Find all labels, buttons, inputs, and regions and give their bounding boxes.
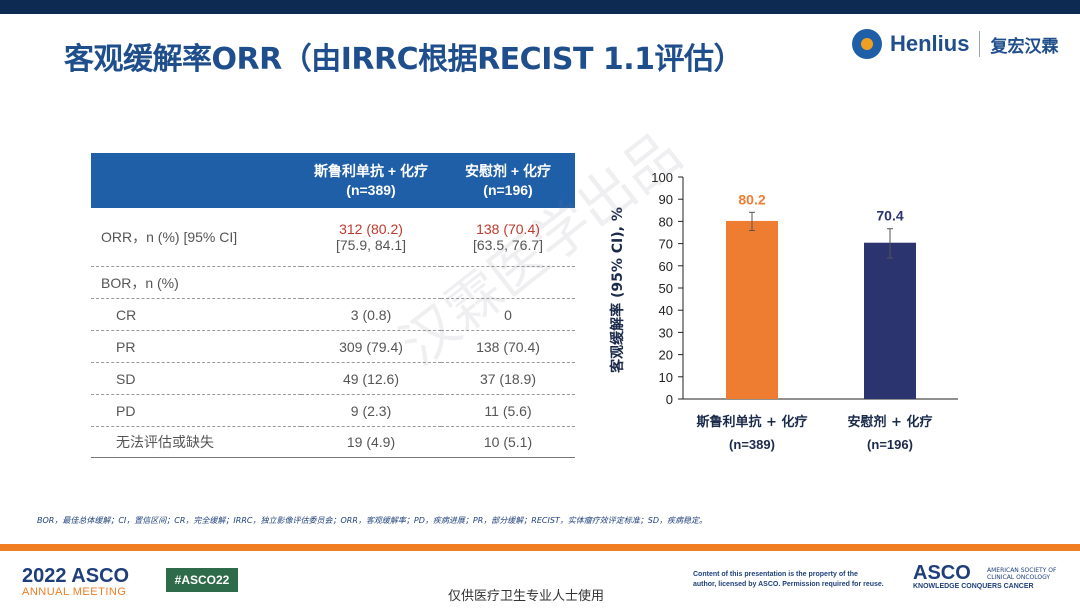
page-title: 客观缓解率ORR（由IRRC根据RECIST 1.1评估） [64, 42, 744, 77]
orr-value-placebo: 138 (70.4) [476, 221, 540, 237]
chart-y-tick-label: 100 [651, 170, 673, 185]
copyright-notice: Content of this presentation is the prop… [693, 570, 884, 590]
chart-y-tick-label: 70 [659, 237, 673, 252]
chart-category-sublabel: (n=389) [729, 437, 775, 452]
cell-ne-placebo: 10 (5.1) [441, 426, 575, 458]
cell-sd-serplulimab: 49 (12.6) [301, 362, 441, 395]
henlius-logo-icon [852, 29, 882, 59]
table-row: CR 3 (0.8) 0 [91, 298, 575, 331]
chart-y-tick-label: 0 [666, 392, 673, 407]
row-label-bor: BOR，n (%) [91, 266, 301, 299]
asco-annual-meeting-logo: 2022 ASCO ANNUAL MEETING [22, 565, 129, 598]
orr-ci-serplulimab: [75.9, 84.1] [335, 237, 407, 253]
chart-y-tick-label: 50 [659, 281, 673, 296]
usage-note: 仅供医疗卫生专业人士使用 [448, 589, 605, 604]
chart-y-tick-label: 30 [659, 325, 673, 340]
asco-year-text: 2022 ASCO ANNUAL MEETING [22, 565, 129, 598]
top-bar [0, 0, 1080, 14]
orr-value-serplulimab: 312 (80.2) [339, 221, 403, 237]
table-header-serplulimab: 斯鲁利单抗 + 化疗 (n=389) [301, 153, 441, 208]
header-col1-line1: 斯鲁利单抗 + 化疗 [314, 162, 428, 179]
table-row: 无法评估或缺失 19 (4.9) 10 (5.1) [91, 426, 575, 458]
header-col2-line2: (n=196) [483, 181, 533, 198]
row-label-cr: CR [91, 298, 301, 331]
cell-orr-placebo: 138 (70.4) [63.5, 76.7] [441, 208, 575, 267]
orr-ci-placebo: [63.5, 76.7] [472, 237, 544, 253]
row-label-pr: PR [91, 330, 301, 363]
footer-orange-bar [0, 544, 1080, 551]
cell-cr-placebo: 0 [441, 298, 575, 331]
table-row: PD 9 (2.3) 11 (5.6) [91, 394, 575, 427]
row-label-sd: SD [91, 362, 301, 395]
cell-pd-placebo: 11 (5.6) [441, 394, 575, 427]
table-row: BOR，n (%) [91, 266, 575, 299]
chart-value-label: 70.4 [876, 208, 903, 224]
cell-ne-serplulimab: 19 (4.9) [301, 426, 441, 458]
cell-pd-serplulimab: 9 (2.3) [301, 394, 441, 427]
row-label-ne: 无法评估或缺失 [91, 426, 301, 458]
table-row: SD 49 (12.6) 37 (18.9) [91, 362, 575, 395]
asco-year: 2022 ASCO [22, 565, 130, 587]
header-col2-line1: 安慰剂 + 化疗 [465, 162, 551, 179]
orr-bar-chart: 0 10 20 30 40 50 60 70 80 90 100 80.2 斯鲁利单抗 + 化疗 (n=3… [651, 170, 958, 452]
logo-divider [979, 31, 981, 57]
cell-pr-serplulimab: 309 (79.4) [301, 330, 441, 363]
chart-y-tick-label: 60 [659, 259, 673, 274]
chart-bar [726, 220, 778, 399]
cell-orr-serplulimab: 312 (80.2) [75.9, 84.1] [301, 208, 441, 267]
table-row: ORR，n (%) [95% CI] 312 (80.2) [75.9, 84.… [91, 208, 575, 267]
table-row: PR 309 (79.4) 138 (70.4) [91, 330, 575, 363]
asco-logo-text: ASCO [913, 562, 971, 584]
hashtag-badge: #ASCO22 [166, 568, 238, 592]
rights-line-2: author, licensed by ASCO. Permission req… [693, 581, 884, 588]
rights-line-1: Content of this presentation is the prop… [693, 571, 858, 578]
chart-category-sublabel: (n=196) [867, 437, 913, 452]
results-table: 斯鲁利单抗 + 化疗 (n=389) 安慰剂 + 化疗 (n=196) ORR，… [91, 153, 575, 458]
chart-category-label: 安慰剂 + 化疗 [848, 414, 933, 430]
row-label-pd: PD [91, 394, 301, 427]
henlius-logo: Henlius 复宏汉霖 [852, 28, 1058, 60]
logo-cn-text: 复宏汉霖 [990, 36, 1059, 57]
chart-y-tick-label: 10 [659, 370, 673, 385]
chart-y-tick-label: 20 [659, 348, 673, 363]
row-label-orr: ORR，n (%) [95% CI] [91, 208, 301, 267]
table-header-placebo: 安慰剂 + 化疗 (n=196) [441, 153, 575, 208]
cell-pr-placebo: 138 (70.4) [441, 330, 575, 363]
logo-en-text: Henlius [890, 31, 970, 56]
chart-value-label: 80.2 [738, 191, 765, 207]
chart-y-tick-label: 80 [659, 214, 673, 229]
asco-society-name: AMERICAN SOCIETY OF CLINICAL ONCOLOGY [987, 567, 1057, 581]
table-header-blank [91, 153, 301, 208]
chart-y-tick-label: 90 [659, 192, 673, 207]
asco-meeting: ANNUAL MEETING [22, 586, 127, 598]
cell-sd-placebo: 37 (18.9) [441, 362, 575, 395]
cell-bor-serplulimab [301, 266, 441, 299]
chart-bar [864, 242, 916, 399]
header-col1-line2: (n=389) [346, 181, 396, 198]
chart-category-label: 斯鲁利单抗 + 化疗 [697, 414, 808, 430]
asco-tagline: KNOWLEDGE CONQUERS CANCER [913, 583, 1034, 590]
table-header-row: 斯鲁利单抗 + 化疗 (n=389) 安慰剂 + 化疗 (n=196) [91, 153, 575, 208]
cell-bor-placebo [441, 266, 575, 299]
cell-cr-serplulimab: 3 (0.8) [301, 298, 441, 331]
abbreviations-footnote: BOR，最佳总体缓解；CI，置信区间；CR，完全缓解；IRRC，独立影像评估委员… [37, 516, 708, 525]
asco-society-logo: ASCO AMERICAN SOCIETY OF CLINICAL ONCOLO… [913, 562, 1056, 590]
chart-y-tick-label: 40 [659, 303, 673, 318]
